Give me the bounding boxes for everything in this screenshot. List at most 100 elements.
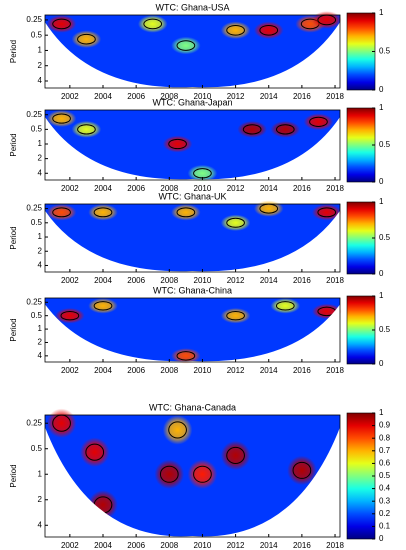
significance-contour xyxy=(259,24,279,36)
x-tick-label: 2002 xyxy=(61,541,79,550)
y-tick-label: 4 xyxy=(38,261,43,270)
x-tick-label: 2004 xyxy=(94,184,112,193)
y-axis-label: Period xyxy=(9,464,18,487)
coherence-region xyxy=(71,120,102,138)
colorbar-tick-label: 0 xyxy=(379,177,384,186)
significance-contour xyxy=(292,461,312,479)
y-tick-label: 2 xyxy=(38,61,43,70)
plot-frame xyxy=(44,414,341,538)
coherence-region xyxy=(46,110,77,127)
x-tick-label: 2016 xyxy=(293,366,311,375)
significance-contour xyxy=(275,301,295,311)
y-axis-label: Period xyxy=(9,40,18,63)
x-tick-label: 2006 xyxy=(127,276,145,285)
y-tick-label: 2 xyxy=(38,246,43,255)
colorbar xyxy=(346,412,376,540)
y-tick-label: 0.25 xyxy=(26,418,42,427)
y-tick-label: 0.5 xyxy=(31,444,43,453)
x-tick-label: 2008 xyxy=(160,92,178,101)
cone-of-influence xyxy=(45,304,340,362)
coherence-region xyxy=(154,459,185,489)
y-tick-label: 4 xyxy=(38,520,43,529)
y-tick-label: 0.25 xyxy=(26,297,42,306)
x-tick-label: 2002 xyxy=(61,184,79,193)
coherence-region xyxy=(311,11,342,29)
y-tick-label: 2 xyxy=(38,338,43,347)
x-tick-label: 2014 xyxy=(260,276,278,285)
plot-frame xyxy=(44,14,341,89)
x-tick-label: 2002 xyxy=(61,92,79,101)
y-tick-label: 1 xyxy=(38,469,43,478)
significance-contour xyxy=(85,443,105,461)
colorbar-tick-label: 1 xyxy=(379,197,384,206)
chart-title: WTC: Ghana-Canada xyxy=(149,402,236,412)
colorbar-tick-label: 0.5 xyxy=(379,471,391,480)
x-tick-label: 2002 xyxy=(61,366,79,375)
y-tick-label: 2 xyxy=(38,495,43,504)
y-tick-label: 0.5 xyxy=(31,218,43,227)
x-tick-label: 2008 xyxy=(160,276,178,285)
coherence-region xyxy=(270,120,301,138)
significance-contour xyxy=(176,40,196,51)
coherence-region xyxy=(46,408,77,438)
x-tick-label: 2008 xyxy=(160,366,178,375)
x-tick-label: 2018 xyxy=(326,92,344,101)
significance-contour xyxy=(52,113,71,124)
x-tick-label: 2018 xyxy=(326,184,344,193)
coherence-region xyxy=(137,15,168,33)
significance-contour xyxy=(226,446,245,464)
coherence-region xyxy=(171,204,201,221)
colorbar xyxy=(346,201,376,275)
x-tick-label: 2006 xyxy=(127,184,145,193)
significance-contour xyxy=(168,421,187,439)
coherence-region xyxy=(79,437,110,467)
coherence-region xyxy=(311,204,342,221)
x-tick-label: 2010 xyxy=(194,541,212,550)
significance-contour xyxy=(143,18,163,30)
significance-contour xyxy=(275,124,295,135)
colorbar-tick-label: 0.5 xyxy=(379,47,391,56)
colorbar-tick-label: 1 xyxy=(379,291,384,300)
coherence-region xyxy=(162,415,193,445)
coherence-region xyxy=(71,30,102,48)
significance-contour xyxy=(52,18,71,30)
cone-of-influence xyxy=(45,427,340,537)
significance-contour xyxy=(309,116,328,127)
cone-of-influence xyxy=(45,22,340,88)
x-tick-label: 2010 xyxy=(194,92,212,101)
significance-contour xyxy=(193,465,212,483)
x-tick-label: 2006 xyxy=(127,541,145,550)
colorbar-tick-label: 0.1 xyxy=(379,522,391,531)
coherence-region xyxy=(55,308,85,324)
coherence-region xyxy=(220,21,251,40)
coherence-region xyxy=(88,204,118,221)
significance-contour xyxy=(226,24,245,36)
coherence-region xyxy=(287,455,317,486)
significance-contour xyxy=(317,207,337,218)
cone-of-influence xyxy=(45,210,340,272)
y-tick-label: 0.5 xyxy=(31,124,43,133)
x-tick-label: 2008 xyxy=(160,541,178,550)
x-tick-label: 2018 xyxy=(326,366,344,375)
x-tick-label: 2014 xyxy=(260,366,278,375)
x-tick-label: 2016 xyxy=(293,276,311,285)
chart-title: WTC: Ghana-China xyxy=(153,285,232,295)
x-tick-label: 2002 xyxy=(61,276,79,285)
coherence-region xyxy=(187,459,218,489)
x-tick-label: 2004 xyxy=(94,92,112,101)
colorbar-tick-label: 0.5 xyxy=(379,233,391,242)
significance-contour xyxy=(159,465,179,483)
coherence-region xyxy=(187,164,218,182)
x-tick-label: 2014 xyxy=(260,541,278,550)
significance-contour xyxy=(93,207,113,218)
x-tick-label: 2016 xyxy=(293,541,311,550)
colorbar-tick-label: 0.6 xyxy=(379,459,391,468)
significance-contour xyxy=(226,310,245,321)
coherence-region xyxy=(220,308,251,324)
significance-contour xyxy=(77,33,96,45)
colorbar-tick-label: 1 xyxy=(379,8,384,17)
y-tick-label: 0.25 xyxy=(26,204,42,213)
x-tick-label: 2016 xyxy=(293,184,311,193)
coherence-region xyxy=(46,204,77,221)
